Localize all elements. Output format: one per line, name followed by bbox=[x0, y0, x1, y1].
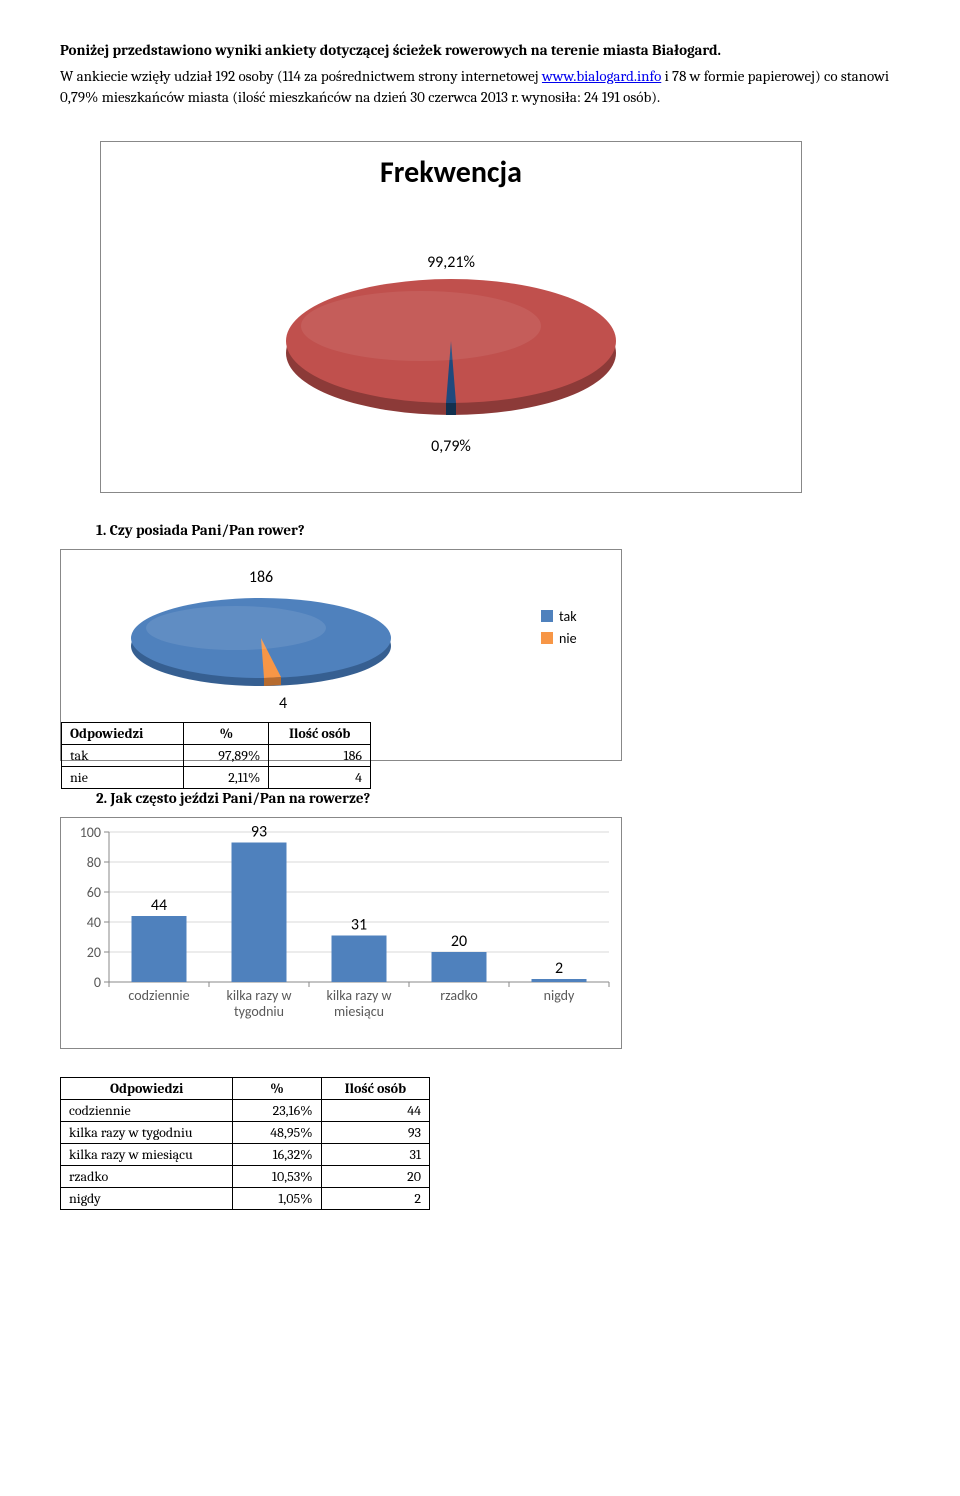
y-tick-label: 20 bbox=[87, 944, 101, 961]
q1-table: Odpowiedzi % Ilość osób tak 97,89% 186 n… bbox=[61, 722, 371, 789]
q2-heading: 2. Jak często jeździ Pani/Pan na rowerze… bbox=[96, 789, 900, 807]
q1-legend-sw-tak bbox=[541, 610, 553, 622]
table-row: tak 97,89% 186 bbox=[62, 744, 371, 766]
table-row: Odpowiedzi % Ilość osób bbox=[62, 722, 371, 744]
q2-r2c1: 16,32% bbox=[233, 1143, 321, 1165]
q2-r1c1: 48,95% bbox=[233, 1121, 321, 1143]
q2-r4c0: nigdy bbox=[61, 1187, 233, 1209]
q2-r3c2: 20 bbox=[321, 1165, 429, 1187]
bar-label: 31 bbox=[351, 915, 367, 934]
q1-th-0: Odpowiedzi bbox=[62, 722, 184, 744]
y-tick-label: 40 bbox=[87, 914, 101, 931]
q1-legend-tak: tak bbox=[559, 608, 577, 625]
q1-th-2: Ilość osób bbox=[269, 722, 371, 744]
q1-r0c1: 97,89% bbox=[184, 744, 269, 766]
q2-table: Odpowiedzi % Ilość osób codziennie23,16%… bbox=[60, 1077, 430, 1210]
x-tick-label: nigdy bbox=[544, 987, 575, 1004]
chart2-svg: 186 4 tak nie bbox=[61, 550, 621, 718]
q1-label-186: 186 bbox=[249, 568, 273, 587]
table-row: codziennie23,16%44 bbox=[61, 1099, 430, 1121]
q2-r2c2: 31 bbox=[321, 1143, 429, 1165]
x-tick-label: kilka razy w bbox=[326, 987, 391, 1004]
pie-slice-small-rim bbox=[446, 403, 456, 415]
chart1-label-big: 99,21% bbox=[427, 253, 475, 272]
q2-r4c1: 1,05% bbox=[233, 1187, 321, 1209]
table-row: kilka razy w miesiącu16,32%31 bbox=[61, 1143, 430, 1165]
q1-r1c2: 4 bbox=[269, 766, 371, 788]
q2-r3c1: 10,53% bbox=[233, 1165, 321, 1187]
q1-label-4: 4 bbox=[279, 694, 287, 713]
q1-legend-sw-nie bbox=[541, 632, 553, 644]
bar bbox=[432, 952, 487, 982]
y-tick-label: 80 bbox=[87, 854, 101, 871]
bar bbox=[132, 916, 187, 982]
chart1-title: Frekwencja bbox=[101, 142, 801, 191]
intro-bold: Poniżej przedstawiono wyniki ankiety dot… bbox=[60, 40, 900, 60]
q1-r1c0: nie bbox=[62, 766, 184, 788]
q1-r1c1: 2,11% bbox=[184, 766, 269, 788]
chart1-svg: 99,21% 0,79% bbox=[101, 191, 801, 491]
q2-r0c2: 44 bbox=[321, 1099, 429, 1121]
bar-label: 44 bbox=[151, 896, 167, 915]
bar bbox=[332, 935, 387, 982]
q2-r1c0: kilka razy w tygodniu bbox=[61, 1121, 233, 1143]
q2-r3c0: rzadko bbox=[61, 1165, 233, 1187]
q2-r0c0: codziennie bbox=[61, 1099, 233, 1121]
q1-legend-nie: nie bbox=[559, 630, 577, 647]
q1-th-1: % bbox=[184, 722, 269, 744]
bar-label: 93 bbox=[251, 822, 267, 841]
q1-r0c0: tak bbox=[62, 744, 184, 766]
table-row: nigdy1,05%2 bbox=[61, 1187, 430, 1209]
x-tick-label: codziennie bbox=[128, 987, 189, 1004]
table-row: rzadko10,53%20 bbox=[61, 1165, 430, 1187]
q1-r0c2: 186 bbox=[269, 744, 371, 766]
q1-pie-highlight bbox=[146, 606, 326, 650]
bar-label: 2 bbox=[555, 959, 563, 978]
bar bbox=[232, 842, 287, 982]
x-tick-label: tygodniu bbox=[234, 1003, 284, 1020]
pie-highlight bbox=[301, 291, 541, 361]
chart3-svg: 02040608010044codziennie93kilka razy wty… bbox=[61, 818, 621, 1048]
x-tick-label: miesiącu bbox=[334, 1003, 384, 1020]
chart-frekwencja: Frekwencja 99,21% 0,79% bbox=[100, 141, 802, 493]
intro-paragraph: W ankiecie wzięły udział 192 osoby (114 … bbox=[60, 66, 900, 107]
bar-label: 20 bbox=[451, 932, 467, 951]
q2-r0c1: 23,16% bbox=[233, 1099, 321, 1121]
q2-r1c2: 93 bbox=[321, 1121, 429, 1143]
x-tick-label: rzadko bbox=[440, 987, 478, 1004]
chart-q1: 186 4 tak nie Odpowiedzi % Ilość osób ta… bbox=[60, 549, 622, 761]
table-row: kilka razy w tygodniu48,95%93 bbox=[61, 1121, 430, 1143]
chart-q2: 02040608010044codziennie93kilka razy wty… bbox=[60, 817, 622, 1049]
y-tick-label: 0 bbox=[94, 974, 101, 991]
q2-th-1: % bbox=[233, 1077, 321, 1099]
q2-r4c2: 2 bbox=[321, 1187, 429, 1209]
q2-th-0: Odpowiedzi bbox=[61, 1077, 233, 1099]
q1-legend: tak nie bbox=[541, 608, 577, 647]
y-tick-label: 100 bbox=[80, 824, 101, 841]
q1-pie-slice-nie-rim bbox=[264, 677, 281, 686]
intro-prefix: W ankiecie wzięły udział 192 osoby (114 … bbox=[60, 67, 542, 85]
q2-r2c0: kilka razy w miesiącu bbox=[61, 1143, 233, 1165]
source-link[interactable]: www.bialogard.info bbox=[542, 67, 661, 85]
q1-heading: 1. Czy posiada Pani/Pan rower? bbox=[96, 521, 900, 539]
chart1-label-small: 0,79% bbox=[431, 437, 471, 456]
x-tick-label: kilka razy w bbox=[226, 987, 291, 1004]
bar bbox=[532, 979, 587, 982]
q2-th-2: Ilość osób bbox=[321, 1077, 429, 1099]
table-row: nie 2,11% 4 bbox=[62, 766, 371, 788]
table-row: Odpowiedzi % Ilość osób bbox=[61, 1077, 430, 1099]
y-tick-label: 60 bbox=[87, 884, 101, 901]
